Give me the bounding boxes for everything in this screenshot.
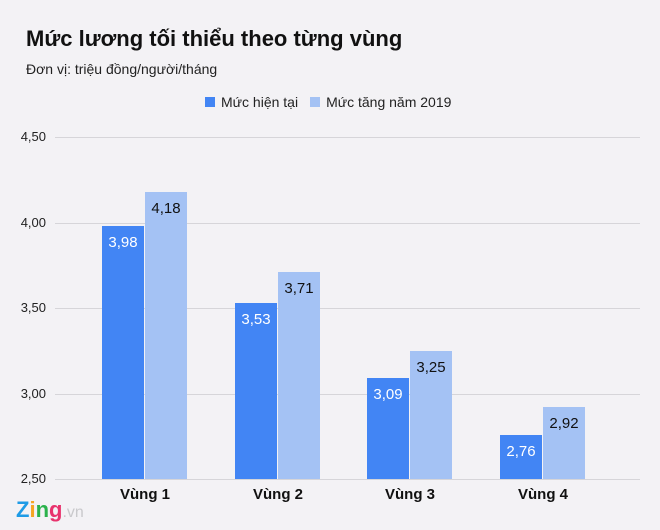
bar-current: 3,53 [235, 302, 277, 479]
bar-value-label: 2,92 [549, 415, 579, 433]
y-tick-label: 4,50 [20, 129, 46, 144]
x-category-label: Vùng 4 [517, 486, 568, 503]
legend-swatch-increase [310, 97, 321, 107]
y-tick-label: 3,00 [20, 385, 46, 401]
legend-swatch-current [205, 97, 215, 107]
bar-value-label: 3,09 [373, 386, 403, 404]
bar-current: 3,98 [102, 225, 144, 479]
y-tick-label: 4,00 [20, 214, 46, 230]
bar-increase: 3,25 [410, 350, 452, 479]
bar-current: 3,09 [367, 378, 409, 479]
bar-value-label: 4,18 [151, 199, 181, 217]
bar-current: 2,76 [500, 434, 542, 479]
gridline [55, 308, 640, 309]
legend-label: Mức hiện tại [221, 94, 299, 110]
bar-increase: 2,92 [543, 407, 585, 479]
gridline [55, 479, 640, 480]
legend-item-current: Mức hiện tại [205, 94, 298, 110]
gridline [55, 393, 640, 395]
x-category-label: Vùng 1 [119, 486, 170, 503]
y-tick-label: 3,50 [20, 300, 46, 315]
x-category-label: Vùng 3 [384, 486, 435, 503]
bar-value-label: 2,76 [506, 442, 536, 460]
chart-subtitle: Đơn vị: triệu đồng/người/tháng [26, 61, 218, 77]
bar-value-label: 3,25 [416, 358, 446, 376]
x-category-label: Vùng 2 [252, 486, 303, 503]
y-tick-label: 2,50 [20, 471, 46, 486]
chart-title: Mức lương tối thiểu theo từng vùng [26, 26, 403, 51]
bar-value-label: 3,98 [108, 233, 138, 251]
legend-item-increase: Mức tăng năm 2019 [310, 94, 451, 110]
bar-value-label: 3,53 [241, 310, 271, 328]
legend-label: Mức tăng năm 2019 [326, 94, 452, 110]
bar-increase: 3,71 [278, 272, 320, 479]
gridline [55, 222, 640, 224]
gridline [55, 137, 640, 138]
legend: Mức hiện tại Mức tăng năm 2019 [205, 94, 463, 110]
bar-value-label: 3,71 [284, 280, 314, 298]
bar-increase: 4,18 [145, 191, 187, 479]
